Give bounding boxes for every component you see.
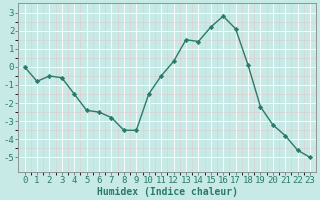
X-axis label: Humidex (Indice chaleur): Humidex (Indice chaleur) xyxy=(97,186,238,197)
